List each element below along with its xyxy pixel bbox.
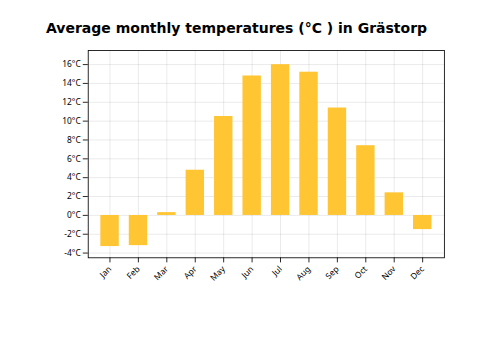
svg-text:-2°C: -2°C bbox=[64, 228, 81, 239]
svg-text:Jan: Jan bbox=[96, 263, 113, 280]
svg-text:-4°C: -4°C bbox=[64, 247, 81, 258]
svg-text:Dec: Dec bbox=[408, 263, 426, 281]
svg-text:Sep: Sep bbox=[323, 263, 341, 281]
svg-text:8°C: 8°C bbox=[67, 134, 81, 145]
svg-text:Apr: Apr bbox=[181, 263, 199, 281]
svg-text:Mar: Mar bbox=[151, 263, 170, 282]
svg-text:Jul: Jul bbox=[269, 263, 284, 278]
svg-text:Nov: Nov bbox=[379, 263, 398, 282]
svg-text:16°C: 16°C bbox=[62, 58, 81, 69]
html-text:Average monthly temperatures (: Average monthly temperatures (°C ) in Gr… bbox=[46, 20, 428, 36]
svg-text:12°C: 12°C bbox=[62, 96, 81, 107]
svg-text:Jun: Jun bbox=[238, 263, 255, 280]
svg-text:May: May bbox=[207, 263, 227, 283]
svg-text:14°C: 14°C bbox=[62, 77, 81, 88]
svg-text:Feb: Feb bbox=[124, 263, 142, 281]
svg-text:Aug: Aug bbox=[293, 263, 312, 282]
svg-text:6°C: 6°C bbox=[67, 153, 81, 164]
svg-text:4°C: 4°C bbox=[67, 171, 81, 182]
svg-text:2°C: 2°C bbox=[67, 190, 81, 201]
svg-text:10°C: 10°C bbox=[62, 115, 81, 126]
svg-text:0°C: 0°C bbox=[67, 209, 81, 220]
svg-text:Oct: Oct bbox=[352, 263, 369, 280]
